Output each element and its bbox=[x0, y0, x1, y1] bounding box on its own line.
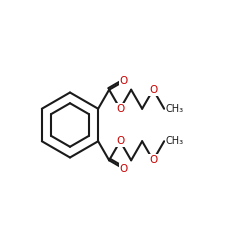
Text: CH₃: CH₃ bbox=[166, 104, 184, 114]
Text: O: O bbox=[120, 76, 128, 86]
Text: O: O bbox=[120, 164, 128, 174]
Text: CH₃: CH₃ bbox=[166, 136, 184, 146]
Text: O: O bbox=[149, 155, 157, 165]
Text: O: O bbox=[116, 104, 124, 114]
Text: O: O bbox=[149, 85, 157, 95]
Text: O: O bbox=[116, 136, 124, 146]
